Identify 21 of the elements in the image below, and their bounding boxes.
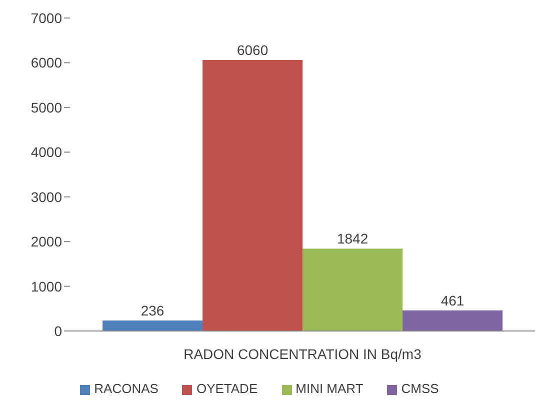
y-tick-label: 6000	[30, 54, 62, 71]
y-tick-label: 7000	[30, 10, 62, 26]
legend-label: MINI MART	[296, 381, 364, 396]
y-tick-label: 4000	[30, 144, 62, 160]
y-tick-label: 1000	[30, 278, 62, 294]
data-label: 1842	[336, 230, 368, 247]
legend-label: RACONAS	[94, 381, 158, 396]
data-label: 236	[140, 302, 164, 318]
y-tick-label: 5000	[30, 99, 62, 116]
x-tick-label: RADON CONCENTRATION IN Bq/m3	[184, 346, 422, 362]
y-tick-label: 2000	[30, 234, 62, 250]
data-label: 6060	[236, 42, 268, 58]
legend-label: OYETADE	[196, 381, 258, 396]
legend-label: CMSS	[401, 381, 439, 396]
bar	[302, 248, 403, 331]
bar	[102, 320, 203, 331]
bar	[402, 310, 503, 331]
bar	[202, 60, 303, 331]
data-label: 461	[440, 292, 464, 308]
y-tick-label: 0	[54, 322, 62, 339]
y-tick-label: 3000	[30, 188, 62, 205]
